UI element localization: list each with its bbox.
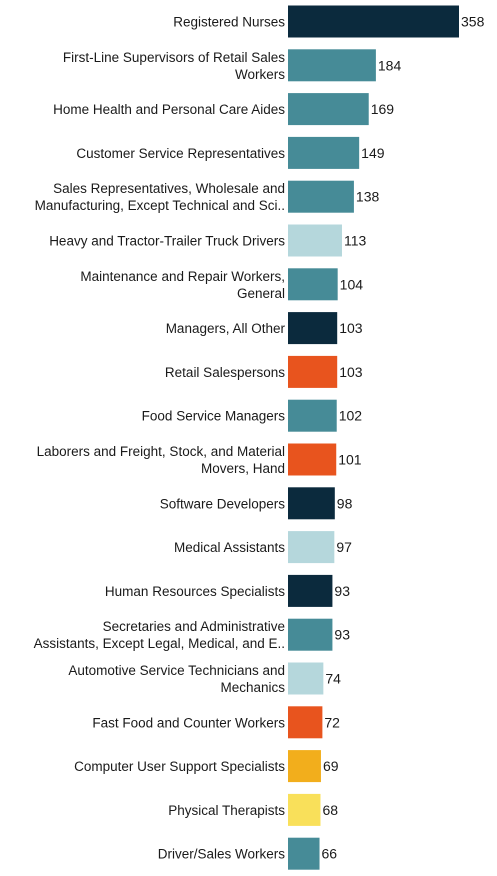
category-label: Driver/Sales Workers bbox=[158, 847, 286, 862]
bar bbox=[288, 662, 324, 695]
category-label: Retail Salespersons bbox=[165, 365, 285, 380]
category-label: Customer Service Representatives bbox=[76, 146, 285, 161]
bar bbox=[288, 355, 338, 388]
data-label: 66 bbox=[322, 846, 338, 862]
data-label: 68 bbox=[322, 802, 338, 818]
bar bbox=[288, 793, 321, 826]
category-label: Maintenance and Repair Workers, General bbox=[80, 269, 285, 301]
data-label: 184 bbox=[378, 57, 402, 73]
data-label: 98 bbox=[337, 495, 353, 511]
data-label: 149 bbox=[361, 145, 385, 161]
data-label: 101 bbox=[338, 452, 362, 468]
category-label: Laborers and Freight, Stock, and Materia… bbox=[37, 444, 285, 476]
category-label: Computer User Support Specialists bbox=[74, 759, 285, 774]
category-label-line: First-Line Supervisors of Retail Sales bbox=[63, 50, 285, 65]
bar bbox=[288, 268, 338, 301]
category-label-line: Customer Service Representatives bbox=[76, 146, 285, 161]
data-label: 169 bbox=[371, 101, 395, 117]
data-label: 97 bbox=[336, 539, 352, 555]
category-label-line: Registered Nurses bbox=[173, 15, 285, 30]
category-label: Managers, All Other bbox=[166, 321, 286, 336]
category-label: Registered Nurses bbox=[173, 15, 285, 30]
bar bbox=[288, 443, 337, 476]
category-label-line: Computer User Support Specialists bbox=[74, 759, 285, 774]
category-label-line: Laborers and Freight, Stock, and Materia… bbox=[37, 444, 285, 459]
category-label: Food Service Managers bbox=[142, 409, 286, 424]
bar bbox=[288, 93, 369, 126]
data-label: 103 bbox=[339, 364, 363, 380]
bar bbox=[288, 750, 321, 783]
bar bbox=[288, 180, 354, 213]
category-label-line: Maintenance and Repair Workers, bbox=[80, 269, 285, 284]
bar bbox=[288, 5, 459, 38]
category-label-line: Home Health and Personal Care Aides bbox=[53, 102, 285, 117]
category-label-line: Medical Assistants bbox=[174, 540, 285, 555]
category-label-line: Managers, All Other bbox=[166, 321, 286, 336]
category-label-line: Automotive Service Technicians and bbox=[68, 663, 285, 678]
category-label-line: Driver/Sales Workers bbox=[158, 847, 286, 862]
category-label: Heavy and Tractor-Trailer Truck Drivers bbox=[49, 234, 285, 249]
category-label-line: Fast Food and Counter Workers bbox=[92, 715, 285, 730]
category-label: Fast Food and Counter Workers bbox=[92, 715, 285, 730]
data-label: 93 bbox=[334, 583, 350, 599]
bar bbox=[288, 49, 376, 82]
category-label-line: General bbox=[237, 286, 285, 301]
category-label: First-Line Supervisors of Retail Sales Wo… bbox=[63, 50, 285, 82]
data-label: 72 bbox=[324, 714, 340, 730]
data-label: 93 bbox=[334, 627, 350, 643]
category-label-line: Workers bbox=[235, 67, 285, 82]
bar bbox=[288, 706, 323, 739]
data-label: 358 bbox=[461, 14, 485, 30]
bar bbox=[288, 399, 337, 432]
data-label: 103 bbox=[339, 320, 363, 336]
bar bbox=[288, 574, 333, 607]
data-label: 69 bbox=[323, 758, 339, 774]
category-label-line: Physical Therapists bbox=[168, 803, 285, 818]
data-label: 104 bbox=[340, 276, 364, 292]
bar bbox=[288, 136, 360, 169]
category-label-line: Manufacturing, Except Technical and Sci.… bbox=[35, 198, 285, 213]
category-label-line: Software Developers bbox=[160, 496, 286, 511]
category-label: Human Resources Specialists bbox=[105, 584, 285, 599]
category-label-line: Sales Representatives, Wholesale and bbox=[53, 181, 285, 196]
category-label: Automotive Service Technicians and Mechan… bbox=[68, 663, 285, 695]
category-label: Sales Representatives, Wholesale and Manu… bbox=[35, 181, 285, 213]
category-label-line: Assistants, Except Legal, Medical, and E… bbox=[34, 636, 285, 651]
category-label: Software Developers bbox=[160, 496, 286, 511]
bar bbox=[288, 837, 320, 870]
bar bbox=[288, 487, 335, 520]
bar bbox=[288, 312, 338, 345]
category-label-line: Food Service Managers bbox=[142, 409, 286, 424]
data-label: 138 bbox=[356, 189, 380, 205]
category-label-line: Mechanics bbox=[220, 680, 285, 695]
data-label: 113 bbox=[344, 233, 367, 249]
category-label-line: Retail Salespersons bbox=[165, 365, 285, 380]
category-label-line: Heavy and Tractor-Trailer Truck Drivers bbox=[49, 234, 285, 249]
data-label: 102 bbox=[339, 408, 363, 424]
data-label: 74 bbox=[325, 671, 341, 687]
category-label-line: Secretaries and Administrative bbox=[103, 619, 285, 634]
category-label: Secretaries and Administrative Assistants… bbox=[34, 619, 285, 651]
category-label: Medical Assistants bbox=[174, 540, 285, 555]
bar bbox=[288, 224, 342, 257]
category-label: Physical Therapists bbox=[168, 803, 285, 818]
category-label-line: Human Resources Specialists bbox=[105, 584, 285, 599]
category-label-line: Movers, Hand bbox=[201, 461, 285, 476]
bar bbox=[288, 531, 335, 564]
bar bbox=[288, 618, 333, 651]
category-label: Home Health and Personal Care Aides bbox=[53, 102, 285, 117]
